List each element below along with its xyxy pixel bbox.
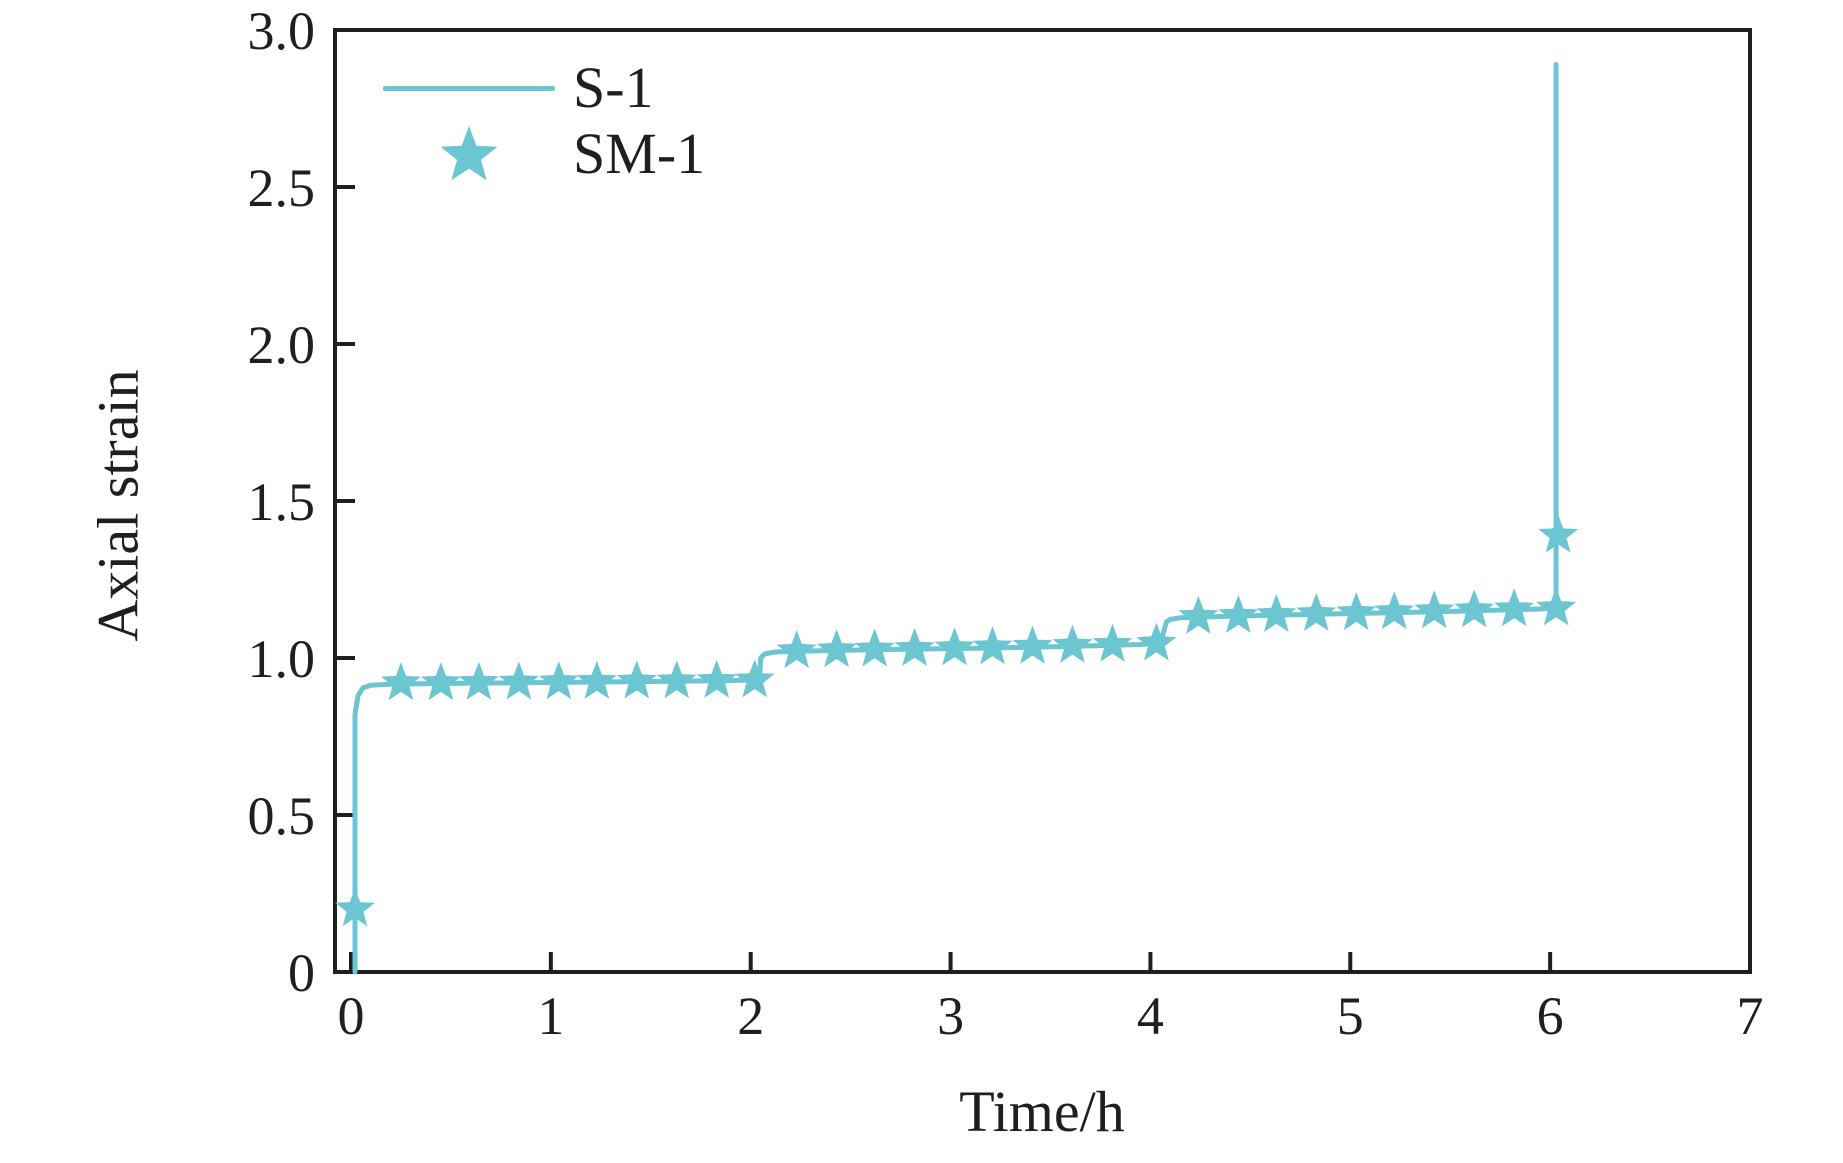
star-marker: [934, 627, 975, 666]
star-marker: [1296, 593, 1337, 631]
y-tick-label: 1.5: [248, 472, 316, 532]
y-tick-label: 2.5: [248, 158, 316, 218]
star-marker: [696, 659, 737, 698]
star-marker: [1454, 589, 1495, 628]
legend-line-sample: [383, 85, 555, 91]
star-marker: [816, 629, 857, 668]
star-marker: [1136, 622, 1177, 661]
star-marker: [1414, 590, 1455, 629]
star-marker: [498, 661, 539, 700]
star-marker: [1052, 624, 1093, 663]
star-marker: [734, 659, 775, 698]
x-tick-label: 1: [537, 986, 564, 1046]
star-marker: [335, 888, 375, 927]
star-marker: [1092, 623, 1133, 662]
star-marker: [576, 660, 617, 699]
star-marker: [1374, 591, 1415, 630]
star-marker: [1256, 594, 1297, 632]
star-marker: [656, 660, 697, 699]
star-marker: [1178, 595, 1219, 634]
star-marker: [776, 630, 817, 669]
star-marker: [381, 662, 421, 701]
legend-item-sm1: SM-1: [383, 121, 705, 187]
star-marker: [854, 628, 895, 667]
star-marker: [894, 627, 935, 666]
star-marker: [1218, 594, 1259, 633]
x-tick-label: 5: [1337, 986, 1364, 1046]
star-marker: [1012, 625, 1053, 664]
y-axis-title: Axial strain: [85, 369, 151, 642]
star-marker: [421, 662, 461, 701]
star-icon: [383, 122, 555, 186]
star-marker: [1536, 587, 1577, 626]
star-marker: [616, 660, 657, 699]
y-tick-label: 1.0: [248, 629, 316, 689]
star-marker: [538, 661, 579, 700]
line-swatch-icon: [383, 85, 555, 91]
star-marker: [972, 626, 1013, 665]
legend-label-s1: S-1: [573, 55, 654, 120]
legend-label-sm1: SM-1: [573, 121, 706, 186]
y-tick-label: 3.0: [248, 1, 316, 61]
legend-item-s1: S-1: [383, 55, 705, 121]
x-tick-label: 7: [1737, 986, 1764, 1046]
legend: S-1 SM-1: [383, 55, 705, 187]
y-tick-label: 0.5: [248, 786, 316, 846]
x-axis-title: Time/h: [959, 1079, 1125, 1144]
star-marker: [458, 661, 499, 700]
x-tick-label: 2: [737, 986, 764, 1046]
series-line-s1: [352, 62, 1559, 975]
x-tick-label: 4: [1137, 986, 1164, 1046]
x-tick-label: 3: [937, 986, 964, 1046]
y-tick-label: 0: [288, 943, 315, 1003]
x-tick-label: 6: [1537, 986, 1564, 1046]
star-marker: [1538, 514, 1579, 553]
star-marker: [1494, 588, 1535, 627]
legend-star-glyph: [440, 126, 498, 181]
y-tick-label: 2.0: [248, 315, 316, 375]
star-marker: [1336, 592, 1377, 631]
x-tick-label: 0: [337, 986, 364, 1046]
